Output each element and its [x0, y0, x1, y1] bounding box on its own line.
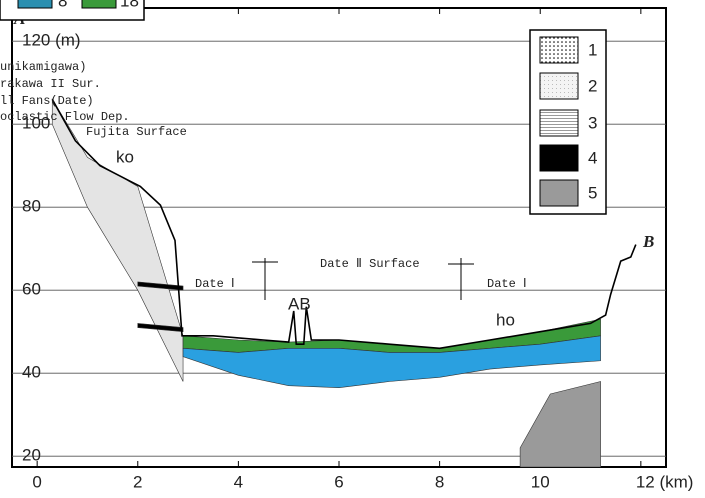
y-tick-label: 80: [22, 197, 41, 216]
annotation: B: [642, 232, 654, 251]
y-tick-label: 60: [22, 280, 41, 299]
x-tick-label: 8: [435, 472, 444, 491]
legend-swatch: [540, 145, 578, 171]
x-tick-label: 4: [234, 472, 243, 491]
annotation: AB: [288, 294, 311, 313]
legend-swatch: [540, 110, 578, 136]
annotation: unikamigawa): [0, 60, 86, 74]
annotation: Fujita Surface: [86, 125, 187, 139]
legend-swatch: [540, 180, 578, 206]
legend-label: 2: [588, 76, 597, 95]
annotation: ho: [496, 310, 515, 329]
x-tick-label: 10: [531, 472, 550, 491]
x-tick-label: 2: [133, 472, 142, 491]
legend-swatch: [82, 0, 116, 8]
page: 20406080100120 (m)024681012 (km) ABkoABh…: [0, 0, 705, 498]
annotation: Date Ⅰ: [487, 277, 527, 291]
y-tick-label: 40: [22, 363, 41, 382]
legend-swatch: [540, 73, 578, 99]
legend-swatch: [540, 37, 578, 63]
legend-label: 1: [588, 40, 597, 59]
chart: 20406080100120 (m)024681012 (km) ABkoABh…: [0, 0, 705, 498]
annotation: Date Ⅰ: [195, 277, 235, 291]
annotation: oclastic Flow Dep.: [0, 110, 130, 124]
legend: 1 2 3 4 5: [530, 30, 606, 214]
y-tick-label: 20: [22, 446, 41, 465]
y-tick-label: 120 (m): [22, 31, 81, 50]
legend-label: 3: [588, 113, 597, 132]
x-tick-label: 0: [32, 472, 41, 491]
annotation: ll Fans(Date): [0, 94, 94, 108]
legend-label: 4: [588, 148, 597, 167]
legend-label: 5: [588, 183, 597, 202]
annotation: ko: [116, 147, 134, 166]
annotation: Date Ⅱ Surface: [320, 257, 420, 271]
annotation: rakawa II Sur.: [0, 77, 101, 91]
legend-label: 8: [58, 0, 67, 10]
legend-label: 18: [120, 0, 139, 10]
legend-swatch: [18, 0, 52, 8]
inset-legend: 8 18: [0, 0, 144, 20]
x-tick-label: 6: [334, 472, 343, 491]
x-tick-label: 12 (km): [636, 472, 694, 491]
